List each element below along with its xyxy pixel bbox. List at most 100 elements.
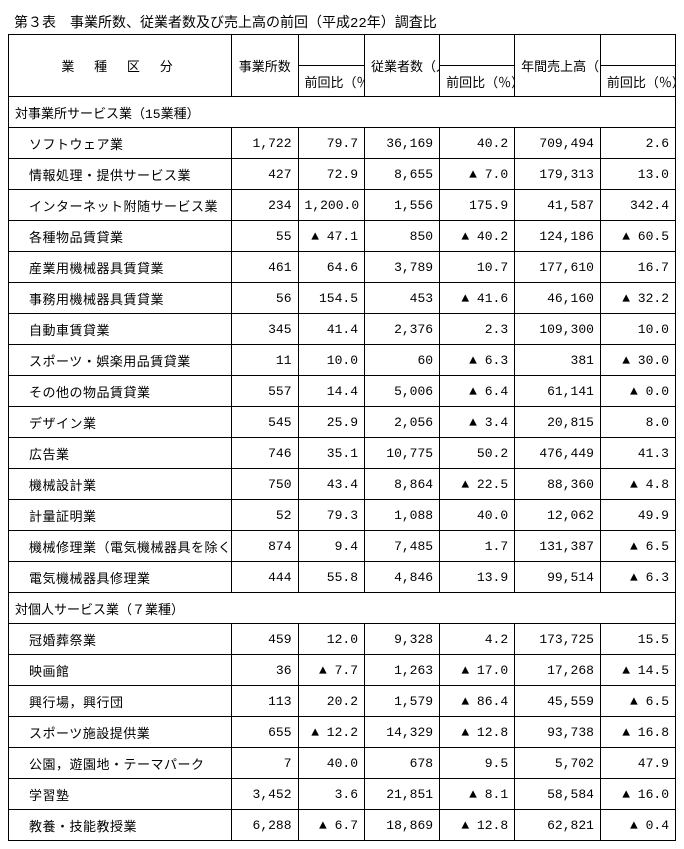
- table-row: 情報処理・提供サービス業42772.98,655▲ 7.0179,31313.0: [9, 159, 676, 190]
- cell-emp: 2,056: [365, 407, 440, 438]
- cell-est: 750: [232, 469, 298, 500]
- cell-est-ratio: ▲ 12.2: [298, 717, 364, 748]
- cell-category: 各種物品賃貸業: [9, 221, 232, 252]
- cell-sales: 109,300: [515, 314, 601, 345]
- table-row: 広告業74635.110,77550.2476,44941.3: [9, 438, 676, 469]
- table-row: デザイン業54525.92,056▲ 3.420,8158.0: [9, 407, 676, 438]
- cell-est-ratio: 10.0: [298, 345, 364, 376]
- cell-emp-ratio: ▲ 40.2: [440, 221, 515, 252]
- hdr-emp: 従業者数（人）: [365, 35, 440, 97]
- cell-sales: 381: [515, 345, 601, 376]
- cell-est-ratio: 1,200.0: [298, 190, 364, 221]
- table-row: ソフトウェア業1,72279.736,16940.2709,4942.6: [9, 128, 676, 159]
- cell-emp: 14,329: [365, 717, 440, 748]
- table-header: 業 種 区 分 事業所数 従業者数（人） 年間売上高（百万円） 前回比（％） 前…: [9, 35, 676, 97]
- cell-est-ratio: 9.4: [298, 531, 364, 562]
- cell-category: 機械設計業: [9, 469, 232, 500]
- cell-category: 冠婚葬祭業: [9, 624, 232, 655]
- cell-sales: 99,514: [515, 562, 601, 593]
- table-row: インターネット附随サービス業2341,200.01,556175.941,587…: [9, 190, 676, 221]
- cell-category: インターネット附随サービス業: [9, 190, 232, 221]
- cell-sales-ratio: ▲ 30.0: [600, 345, 675, 376]
- cell-est: 1,722: [232, 128, 298, 159]
- cell-est: 427: [232, 159, 298, 190]
- cell-category: 計量証明業: [9, 500, 232, 531]
- table-row: スポーツ施設提供業655▲ 12.214,329▲ 12.893,738▲ 16…: [9, 717, 676, 748]
- cell-emp-ratio: ▲ 22.5: [440, 469, 515, 500]
- cell-sales-ratio: ▲ 4.8: [600, 469, 675, 500]
- cell-emp-ratio: ▲ 12.8: [440, 810, 515, 841]
- cell-est: 345: [232, 314, 298, 345]
- cell-sales: 173,725: [515, 624, 601, 655]
- cell-emp: 1,263: [365, 655, 440, 686]
- hdr-emp-ratio-top: [440, 35, 515, 66]
- cell-emp: 8,864: [365, 469, 440, 500]
- table-row: 自動車賃貸業34541.42,3762.3109,30010.0: [9, 314, 676, 345]
- cell-emp: 9,328: [365, 624, 440, 655]
- cell-est-ratio: 3.6: [298, 779, 364, 810]
- cell-emp: 850: [365, 221, 440, 252]
- table-row: 電気機械器具修理業44455.84,84613.999,514▲ 6.3: [9, 562, 676, 593]
- cell-est: 444: [232, 562, 298, 593]
- cell-est-ratio: 64.6: [298, 252, 364, 283]
- cell-est-ratio: 14.4: [298, 376, 364, 407]
- cell-sales: 709,494: [515, 128, 601, 159]
- cell-est-ratio: 43.4: [298, 469, 364, 500]
- hdr-emp-ratio: 前回比（％）: [440, 66, 515, 97]
- cell-emp-ratio: ▲ 17.0: [440, 655, 515, 686]
- cell-emp-ratio: ▲ 86.4: [440, 686, 515, 717]
- hdr-est-ratio-top: [298, 35, 364, 66]
- cell-category: その他の物品賃貸業: [9, 376, 232, 407]
- cell-emp-ratio: 175.9: [440, 190, 515, 221]
- section-label: 対個人サービス業（７業種）: [9, 593, 232, 624]
- cell-sales: 476,449: [515, 438, 601, 469]
- cell-emp-ratio: 4.2: [440, 624, 515, 655]
- cell-category: 映画館: [9, 655, 232, 686]
- cell-sales: 88,360: [515, 469, 601, 500]
- cell-sales-ratio: 342.4: [600, 190, 675, 221]
- cell-sales-ratio: 15.5: [600, 624, 675, 655]
- cell-sales: 46,160: [515, 283, 601, 314]
- table-row: 事務用機械器具賃貸業56154.5453▲ 41.646,160▲ 32.2: [9, 283, 676, 314]
- cell-est-ratio: ▲ 6.7: [298, 810, 364, 841]
- section-header-row: 対個人サービス業（７業種）: [9, 593, 676, 624]
- cell-emp-ratio: 1.7: [440, 531, 515, 562]
- table-row: 計量証明業5279.31,08840.012,06249.9: [9, 500, 676, 531]
- cell-sales-ratio: 8.0: [600, 407, 675, 438]
- cell-emp: 10,775: [365, 438, 440, 469]
- cell-est-ratio: 20.2: [298, 686, 364, 717]
- cell-est: 461: [232, 252, 298, 283]
- hdr-est: 事業所数: [232, 35, 298, 97]
- cell-emp: 453: [365, 283, 440, 314]
- cell-sales-ratio: ▲ 6.3: [600, 562, 675, 593]
- cell-category: 機械修理業（電気機械器具を除く）: [9, 531, 232, 562]
- section-header-row: 対事業所サービス業（15業種）: [9, 97, 676, 128]
- cell-sales: 41,587: [515, 190, 601, 221]
- cell-emp-ratio: ▲ 3.4: [440, 407, 515, 438]
- hdr-sales: 年間売上高（百万円）: [515, 35, 601, 97]
- cell-est: 874: [232, 531, 298, 562]
- cell-est: 3,452: [232, 779, 298, 810]
- section-label: 対事業所サービス業（15業種）: [9, 97, 232, 128]
- cell-category: 事務用機械器具賃貸業: [9, 283, 232, 314]
- hdr-est-ratio: 前回比（％）: [298, 66, 364, 97]
- cell-sales: 61,141: [515, 376, 601, 407]
- cell-emp-ratio: 10.7: [440, 252, 515, 283]
- cell-category: 興行場，興行団: [9, 686, 232, 717]
- cell-est: 6,288: [232, 810, 298, 841]
- cell-emp-ratio: ▲ 41.6: [440, 283, 515, 314]
- cell-est: 557: [232, 376, 298, 407]
- cell-emp: 5,006: [365, 376, 440, 407]
- cell-emp-ratio: 40.0: [440, 500, 515, 531]
- hdr-sales-ratio-top: [600, 35, 675, 66]
- cell-est: 655: [232, 717, 298, 748]
- cell-est: 36: [232, 655, 298, 686]
- cell-emp-ratio: ▲ 12.8: [440, 717, 515, 748]
- cell-est: 459: [232, 624, 298, 655]
- cell-sales: 124,186: [515, 221, 601, 252]
- cell-sales: 179,313: [515, 159, 601, 190]
- cell-est: 52: [232, 500, 298, 531]
- cell-sales-ratio: ▲ 16.0: [600, 779, 675, 810]
- table-row: 学習塾3,4523.621,851▲ 8.158,584▲ 16.0: [9, 779, 676, 810]
- table-row: 冠婚葬祭業45912.09,3284.2173,72515.5: [9, 624, 676, 655]
